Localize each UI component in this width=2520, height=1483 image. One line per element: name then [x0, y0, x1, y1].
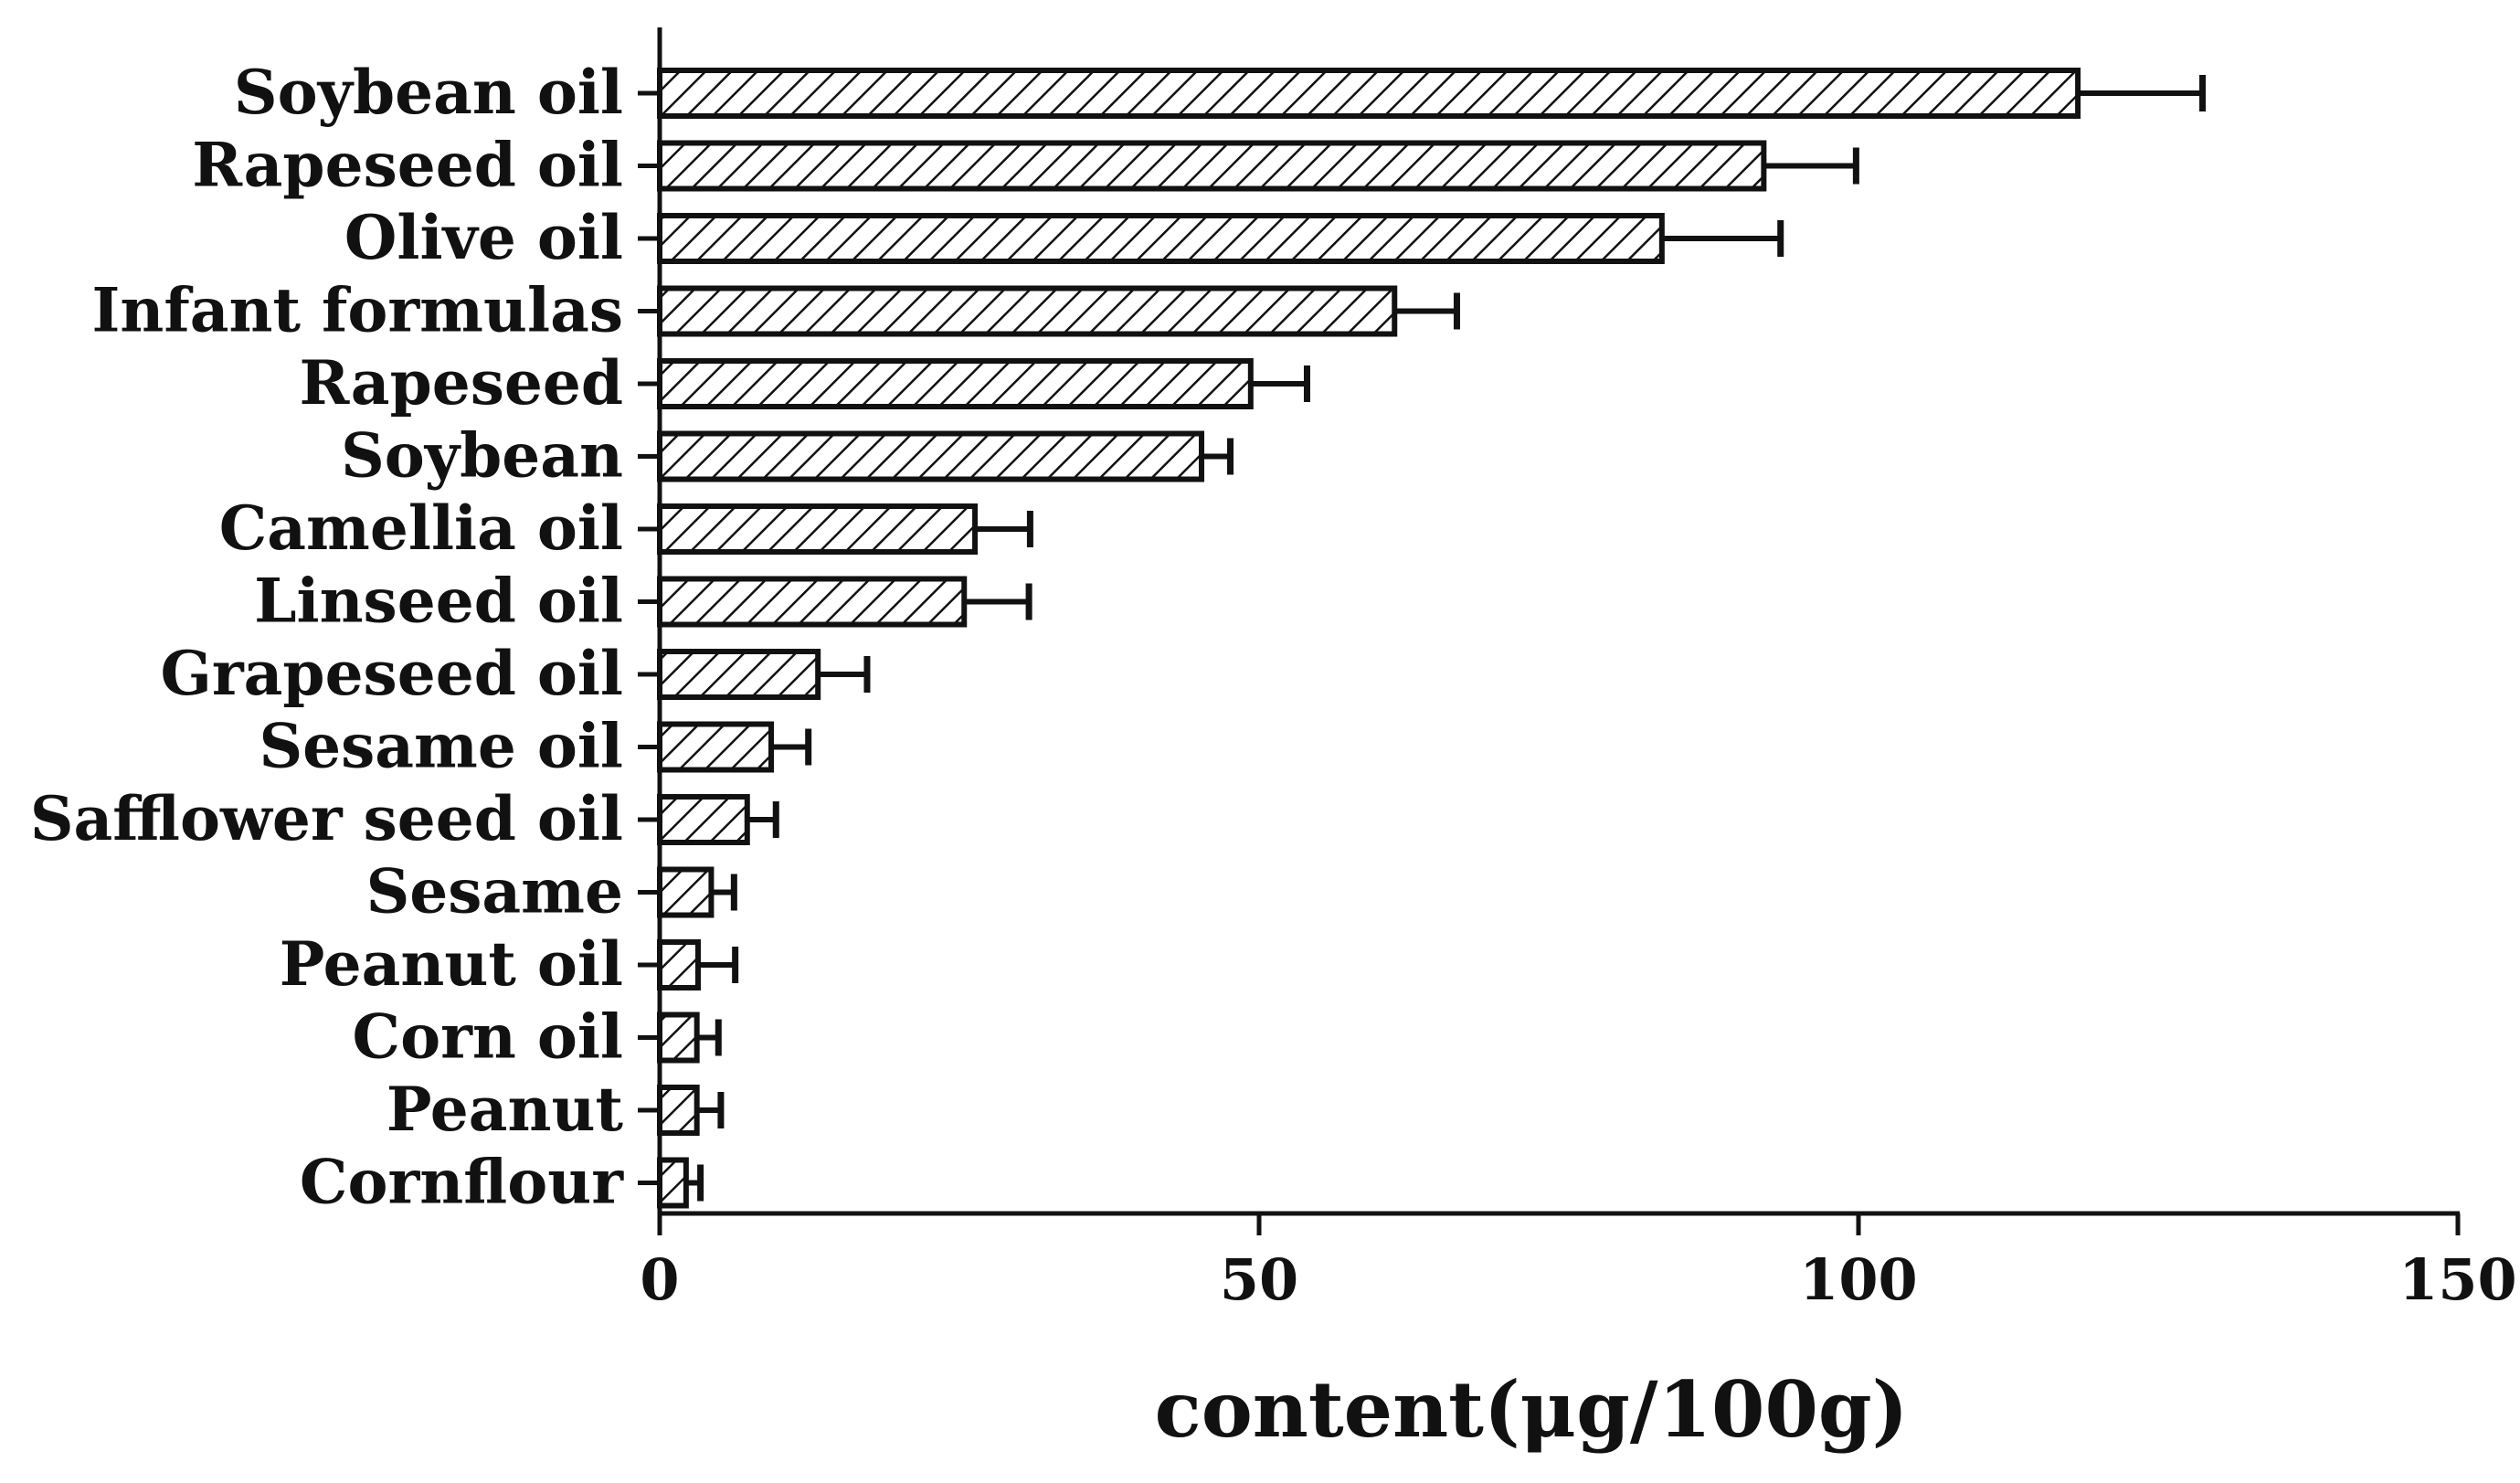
- bar-sesame-oil: [657, 721, 775, 773]
- bar-cornflour: [657, 1157, 689, 1209]
- bar-peanut: [657, 1085, 700, 1136]
- bar-olive-oil: [657, 213, 1665, 264]
- bar-linseed-oil: [657, 576, 968, 628]
- bar-camellia-oil: [657, 503, 979, 555]
- x-tick-label-0: 0: [640, 1246, 679, 1313]
- category-label-peanut: Peanut: [386, 1074, 624, 1145]
- error-bars-layer: [685, 75, 2207, 1202]
- x-tick-labels: 0 50 100 150: [640, 1246, 2516, 1313]
- category-label-safflower-seed-oil: Safflower seed oil: [30, 783, 623, 854]
- x-tick-label-100: 100: [1799, 1246, 1917, 1313]
- category-label-peanut-oil: Peanut oil: [280, 928, 623, 1000]
- category-label-sesame: Sesame: [366, 856, 623, 927]
- category-label-soybean-oil: Soybean oil: [234, 57, 623, 128]
- bar-rapeseed-oil: [657, 140, 1767, 192]
- axes: [657, 27, 2460, 1216]
- x-tick-label-150: 150: [2398, 1246, 2516, 1313]
- category-label-corn-oil: Corn oil: [353, 1001, 623, 1073]
- category-label-infant-formulas: Infant formulas: [92, 275, 623, 346]
- bar-soybean: [657, 430, 1205, 482]
- bar-sesame: [657, 866, 715, 918]
- y-ticks: [638, 90, 660, 1185]
- bar-safflower-seed-oil: [657, 794, 750, 845]
- bar-peanut-oil: [657, 939, 701, 990]
- category-label-rapeseed-oil: Rapeseed oil: [192, 130, 623, 201]
- bar-grapeseed-oil: [657, 649, 821, 700]
- category-label-grapeseed-oil: Grapeseed oil: [161, 638, 623, 709]
- bar-corn-oil: [657, 1012, 700, 1064]
- category-label-rapeseed: Rapeseed: [299, 347, 623, 418]
- x-tick-label-50: 50: [1220, 1246, 1298, 1313]
- bar-soybean-oil: [657, 68, 2081, 119]
- category-label-cornflour: Cornflour: [300, 1147, 624, 1218]
- x-ticks: [657, 1213, 2461, 1235]
- bars-layer: [657, 68, 2081, 1209]
- category-label-linseed-oil: Linseed oil: [254, 566, 623, 637]
- bar-rapeseed: [657, 358, 1254, 409]
- category-label-soybean: Soybean: [341, 420, 623, 492]
- x-axis-title: content(μg/100g): [1155, 1364, 1909, 1455]
- category-label-olive-oil: Olive oil: [344, 202, 623, 273]
- category-label-sesame-oil: Sesame oil: [259, 711, 623, 782]
- category-label-camellia-oil: Camellia oil: [219, 493, 623, 564]
- bar-infant-formulas: [657, 285, 1398, 337]
